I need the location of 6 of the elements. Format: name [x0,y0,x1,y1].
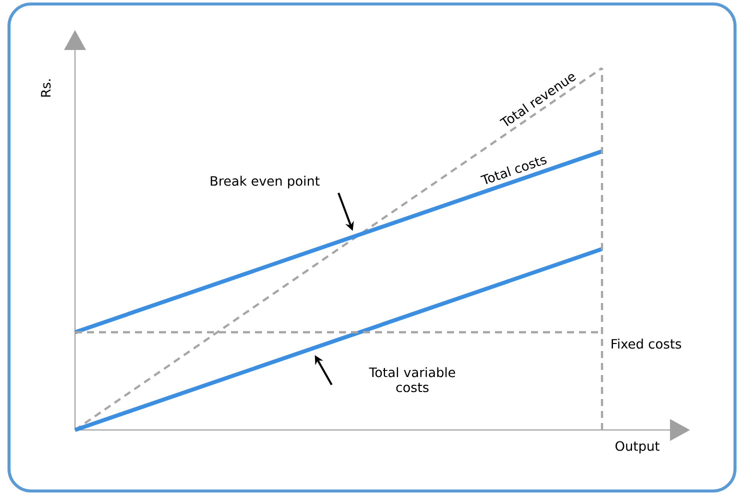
text: Total variable costs [368,367,456,392]
series-label: Fixed costs [612,338,682,349]
text: Total costs [480,156,547,184]
annotation: Break even point [210,176,320,188]
x-axis-title: Output [616,441,660,454]
y-axis-title: Rs. [41,79,51,97]
